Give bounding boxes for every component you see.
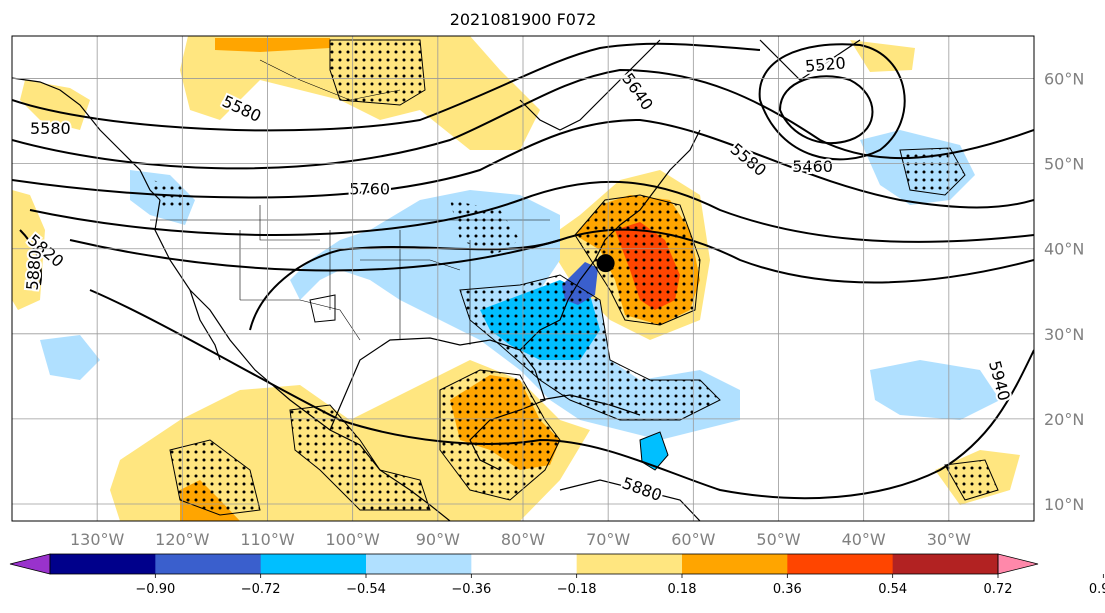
longitude-label: 110°W [240,530,295,549]
colorbar-tick-label: 0.72 [984,582,1013,597]
significance-stippling [150,40,998,515]
longitude-label: 40°W [842,530,886,549]
contour-label: 5520 [804,53,846,75]
longitude-label: 70°W [586,530,630,549]
graticule [12,36,1034,521]
pos-shade-alaska [20,80,90,130]
colorbar-swatch [892,554,999,574]
colorbar-tick-label: −0.18 [557,582,597,597]
colorbar-tick-label: −0.72 [241,582,281,597]
colorbar-swatch [260,554,367,574]
colorbar-swatch [155,554,262,574]
colorbar-frame [49,553,999,575]
colorbar-tick-label: 0.54 [878,582,907,597]
colorbar: −0.90 −0.72 −0.54 −0.36 −0.18 0.18 0.36 0.54 0.7… [9,553,1105,597]
longitude-label: 60°W [671,530,715,549]
latitude-labels: 60°N 50°N 40°N 30°N 20°N 10°N [1044,70,1084,514]
colorbar-swatch [471,554,578,574]
latitude-label: 20°N [1044,410,1084,429]
colorbar-tick-label: 0.90 [1089,582,1105,597]
contour-label: 5760 [349,179,390,198]
coast-baja [189,289,221,361]
neg2-shade-caribbean [640,432,668,470]
latitude-label: 10°N [1044,495,1084,514]
colorbar-swatch [787,554,894,574]
longitude-label: 30°W [927,530,971,549]
coast-south-america [559,479,701,521]
longitude-label: 80°W [501,530,545,549]
latitude-label: 40°N [1044,240,1084,259]
colorbar-tick-label: 0.36 [773,582,802,597]
latitude-label: 60°N [1044,70,1084,89]
colorbar-swatch [50,554,156,574]
latitude-label: 50°N [1044,155,1084,174]
pos-shade-pacific [12,190,45,310]
map-frame [11,35,1035,522]
colorbar-tick-label: −0.36 [451,582,491,597]
latitude-label: 30°N [1044,325,1084,344]
colorbar-swatch [366,554,472,574]
neg-shade-atlantic-e [870,360,1000,420]
coast-east [567,129,701,301]
coastlines [12,39,861,521]
figure-title: 2021081900 F072 [450,10,597,29]
contour-label: 5880 [23,249,45,291]
coast-greenland [759,39,861,81]
neg-shade-pacific [40,335,100,380]
colorbar-tick-label: −0.90 [135,582,175,597]
longitude-label: 90°W [416,530,460,549]
coast-alaska [12,77,161,201]
colorbar-tick-label: −0.54 [346,582,386,597]
contour-label: 5580 [30,119,71,138]
longitude-label: 120°W [155,530,210,549]
coast-florida [519,299,569,351]
pos2-shade-canada [215,38,330,52]
contour-label: 5460 [792,157,833,176]
storm-center-marker [596,254,615,273]
coast-hudson [519,39,661,131]
colorbar-swatch [682,554,788,574]
longitude-label: 100°W [325,530,380,549]
longitude-label: 50°W [756,530,800,549]
colorbar-tick-label: 0.18 [668,582,697,597]
height-contours [12,42,1034,500]
colorbar-extend-max [997,553,1039,575]
colorbar-swatch [576,554,683,574]
coast-cuba [539,394,641,416]
longitude-label: 130°W [70,530,125,549]
colorbar-extend-min [9,553,51,575]
longitude-labels: 130°W 120°W 110°W 100°W 90°W 80°W 70°W 60°W 50°W… [70,530,971,549]
